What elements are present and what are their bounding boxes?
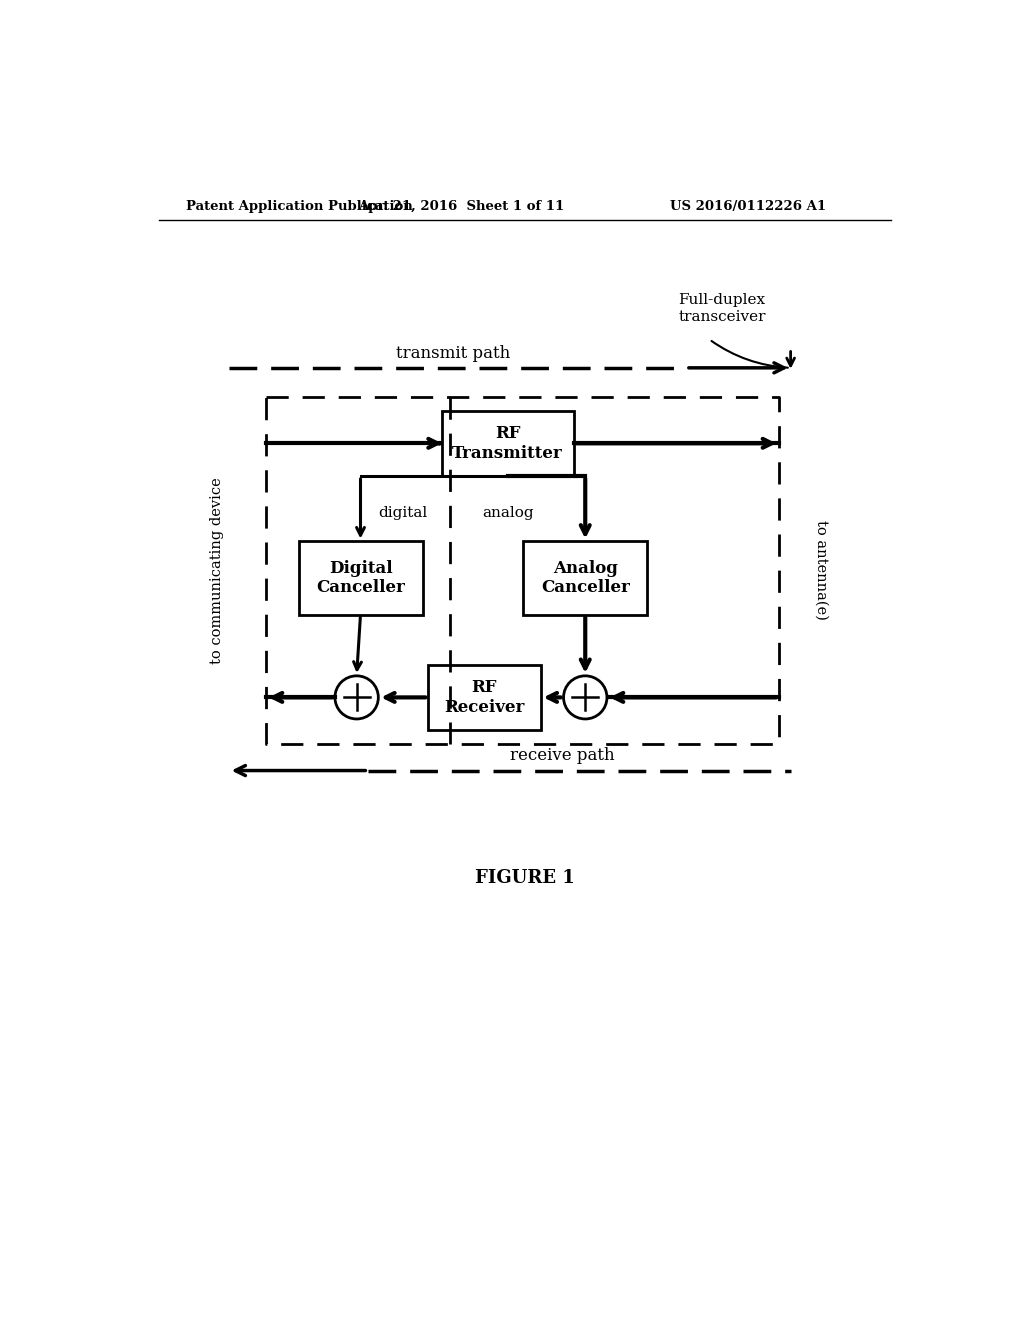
Text: Apr. 21, 2016  Sheet 1 of 11: Apr. 21, 2016 Sheet 1 of 11 — [358, 199, 564, 213]
Text: US 2016/0112226 A1: US 2016/0112226 A1 — [671, 199, 826, 213]
Text: FIGURE 1: FIGURE 1 — [475, 870, 574, 887]
Text: receive path: receive path — [510, 747, 614, 764]
Text: to communicating device: to communicating device — [210, 477, 224, 664]
Text: RF
Transmitter: RF Transmitter — [453, 425, 563, 462]
Text: analog: analog — [482, 506, 534, 520]
Text: RF
Receiver: RF Receiver — [444, 678, 524, 715]
Text: transmit path: transmit path — [396, 345, 511, 362]
Text: Patent Application Publication: Patent Application Publication — [186, 199, 413, 213]
Bar — [299, 541, 423, 615]
Text: to antenna(e): to antenna(e) — [815, 520, 828, 620]
Text: digital: digital — [379, 506, 428, 520]
Text: Analog
Canceller: Analog Canceller — [541, 560, 630, 597]
Circle shape — [563, 676, 607, 719]
Bar — [442, 411, 573, 477]
Bar — [523, 541, 647, 615]
Bar — [428, 665, 541, 730]
Text: Full-duplex
transceiver: Full-duplex transceiver — [678, 293, 766, 323]
Circle shape — [335, 676, 378, 719]
Text: Digital
Canceller: Digital Canceller — [316, 560, 404, 597]
